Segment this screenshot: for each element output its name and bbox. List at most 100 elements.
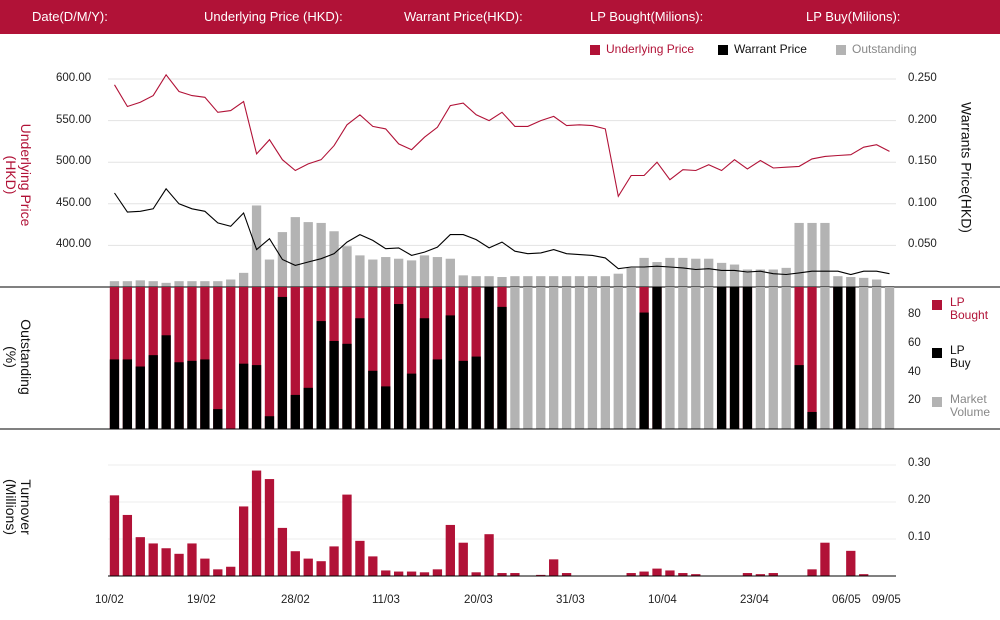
market-volume-bar: [613, 287, 623, 429]
lp-buy-bar: [716, 287, 727, 429]
outstanding-bar: [652, 262, 662, 287]
lp-bought-bar: [174, 287, 184, 429]
turnover-bar: [549, 559, 559, 576]
x-tick: 11/03: [372, 594, 400, 606]
outstanding-bar: [600, 276, 610, 287]
lp-buy-bar: [187, 360, 197, 429]
outstanding-bar: [471, 276, 481, 287]
legend-lp-buy-label: LP Buy: [950, 343, 971, 370]
turnover-bar: [303, 558, 313, 576]
outstanding-bar: [871, 279, 882, 287]
turnover-bar: [226, 566, 236, 576]
legend-market-volume-swatch: [932, 397, 942, 407]
outstanding-bar: [561, 276, 572, 287]
lp-buy-bar: [639, 312, 649, 429]
lp-buy-bar: [161, 335, 171, 429]
warrant-price-line: [114, 187, 890, 276]
right-tick: 0.250: [908, 72, 937, 84]
lp-buy-bar: [290, 394, 300, 429]
legend-market-volume-label: Market Volume: [950, 392, 991, 419]
lp-buy-bar: [833, 287, 843, 429]
right-tick: 0.150: [908, 155, 937, 167]
outstanding-bar: [497, 277, 507, 287]
turnover-bar: [290, 551, 300, 576]
outstanding-bar: [303, 222, 313, 287]
outstanding-bar: [355, 255, 365, 287]
lp-buy-bar: [174, 362, 184, 429]
right-tick: 0.100: [908, 197, 937, 209]
turnover-bar: [394, 571, 404, 576]
lp-buy-bar: [329, 340, 339, 429]
lp-buy-bar: [200, 359, 210, 429]
left-tick: 550.00: [56, 114, 92, 126]
lp-buy-bar: [316, 321, 326, 429]
lp-buy-label: LP Buy(Milions):: [806, 9, 901, 24]
lp-buy-bar: [729, 287, 740, 429]
outstanding-bar: [846, 277, 856, 287]
outstanding-bar: [406, 260, 417, 287]
outstanding-bar: [716, 262, 727, 287]
warrant-price-label: Warrant Price(HKD):: [404, 9, 523, 24]
outstanding-bar: [807, 222, 817, 287]
lp-bought-bar: [226, 287, 236, 429]
outstanding-bar: [510, 276, 520, 287]
market-volume-bar: [871, 287, 882, 429]
outstanding-bar: [368, 259, 378, 287]
outstanding-bar: [742, 269, 753, 287]
outstanding-bar: [587, 276, 598, 287]
lp-buy-bar: [419, 318, 430, 429]
x-tick: 23/04: [740, 594, 769, 606]
outstanding-bar: [768, 269, 778, 287]
turnover-bar: [768, 573, 778, 576]
turnover-bar: [846, 550, 856, 576]
outstanding-bar: [859, 277, 869, 287]
turnover-bar: [368, 556, 378, 576]
x-tick: 10/02: [95, 594, 124, 606]
lp-buy-bar: [238, 363, 249, 429]
outstanding-bar: [174, 281, 184, 287]
turnover-bar: [561, 573, 572, 576]
turnover-bar: [329, 546, 339, 576]
turnover-bar: [381, 570, 391, 576]
lp-buy-bar: [122, 359, 133, 429]
market-volume-bar: [781, 287, 791, 429]
lp-bought-bar: [135, 287, 145, 429]
lp-buy-bar: [148, 355, 158, 429]
outstanding-bar: [484, 276, 494, 287]
lp-buy-bar: [807, 411, 817, 429]
lp-buy-bar: [458, 360, 468, 429]
turnover-bar: [497, 573, 507, 576]
turnover-bar: [432, 569, 443, 576]
lp-buy-bar: [846, 287, 856, 429]
market-volume-bar: [678, 287, 688, 429]
outstanding-bar: [381, 257, 391, 287]
left-tick: 600.00: [56, 72, 92, 84]
turnover-bar: [626, 573, 636, 576]
turnover-bar: [213, 569, 223, 576]
lp-buy-bar: [497, 306, 507, 429]
lp-buy-bar: [652, 287, 662, 429]
lp-buy-bar: [742, 287, 753, 429]
underlying-price-line: [114, 73, 890, 198]
outstanding-bar: [523, 276, 533, 287]
turnover-bar: [652, 568, 662, 576]
turnover-bar: [277, 527, 288, 576]
outstanding-bar: [290, 217, 300, 287]
lp-buy-bar: [794, 365, 804, 429]
turnover-bar: [691, 574, 701, 576]
lp-bought-bar: [251, 287, 262, 429]
outstanding-bar: [226, 279, 236, 287]
lp-buy-bar: [264, 416, 275, 429]
date-label: Date(D/M/Y):: [32, 9, 108, 24]
turnover-bar: [406, 571, 417, 576]
outstanding-bar: [794, 222, 804, 287]
turnover-bar: [471, 572, 481, 576]
market-volume-bar: [561, 287, 572, 429]
turnover-bar: [639, 571, 649, 576]
turnover-bar: [678, 573, 688, 576]
turnover-bar: [109, 495, 120, 576]
lp-buy-bar: [432, 359, 443, 429]
legend-warrant-label: Warrant Price: [734, 42, 807, 56]
outstanding-bar: [665, 257, 675, 287]
x-tick: 19/02: [187, 594, 216, 606]
